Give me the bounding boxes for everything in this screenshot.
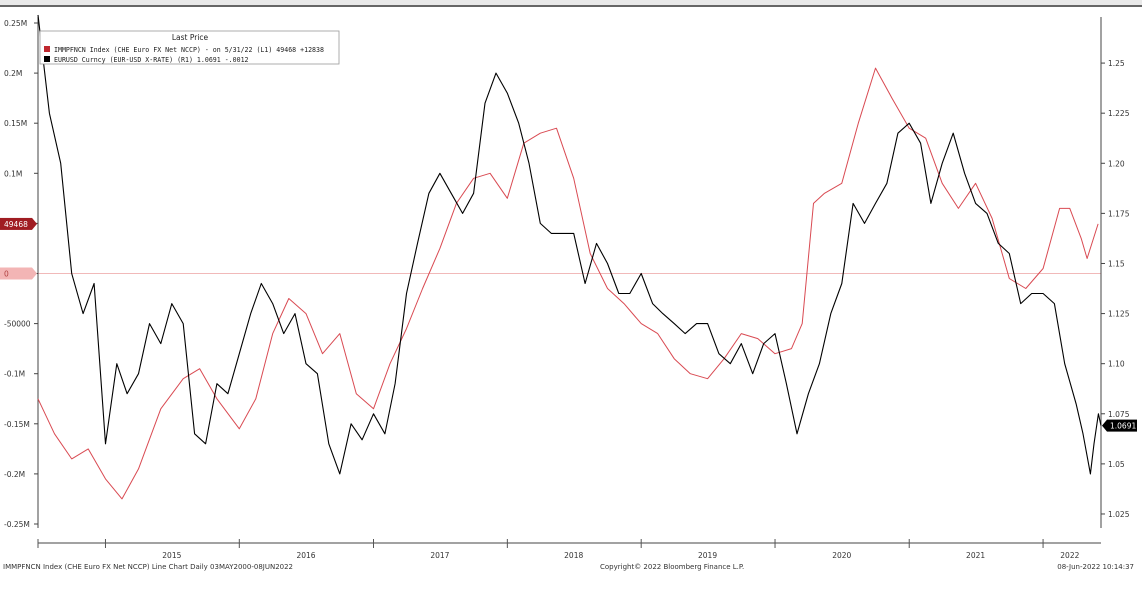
x-axis-tick-label: 2015 — [162, 551, 181, 560]
left-axis-tick-label: -50000 — [4, 320, 31, 329]
right-axis-tick-label: 1.25 — [1108, 59, 1125, 68]
right-value-label-text: 1.0691 — [1110, 422, 1136, 431]
left-value-label-pointer — [32, 267, 37, 280]
left-value-label-box — [0, 267, 32, 280]
right-axis-tick-label: 1.10 — [1108, 360, 1125, 369]
series-group — [37, 14, 1102, 500]
right-axis-tick-label: 1.075 — [1108, 410, 1130, 419]
footer-timestamp: 08-Jun-2022 10:14:37 — [1057, 563, 1134, 571]
left-axis-tick-label: 0.25M — [4, 19, 27, 28]
axes: 0.25M0.2M0.15M0.1M500000-50000-0.1M-0.15… — [4, 17, 1130, 560]
value-labels: 49468 0 1.0691 — [0, 217, 1137, 432]
right-axis-tick-label: 1.125 — [1108, 310, 1130, 319]
right-axis-tick-label: 1.225 — [1108, 109, 1130, 118]
left-value-label-text: 0 — [4, 270, 9, 279]
footer-copyright: Copyright© 2022 Bloomberg Finance L.P. — [600, 563, 745, 571]
left-axis-tick-label: 0.1M — [4, 169, 22, 178]
left-axis-tick-label: 0.15M — [4, 119, 27, 128]
x-axis-tick-label: 2020 — [832, 551, 851, 560]
right-axis-tick-label: 1.20 — [1108, 159, 1125, 168]
right-value-label-pointer — [1102, 419, 1107, 432]
legend-box — [39, 30, 340, 65]
legend-entry-text: IMMPFNCN Index (CHE Euro FX Net NCCP) - … — [54, 46, 324, 54]
left-axis-tick-label: -0.25M — [4, 520, 30, 529]
line-chart: 0.25M0.2M0.15M0.1M500000-50000-0.1M-0.15… — [0, 14, 1137, 560]
left-axis-tick-label: -0.1M — [4, 370, 25, 379]
x-axis-tick-label: 2021 — [966, 551, 985, 560]
right-axis-tick-label: 1.05 — [1108, 460, 1125, 469]
legend-swatch — [44, 46, 50, 52]
footer-chart-description: IMMPFNCN Index (CHE Euro FX Net NCCP) Li… — [3, 563, 294, 571]
x-axis-tick-label: 2016 — [296, 551, 315, 560]
right-axis-tick-label: 1.175 — [1108, 209, 1130, 218]
top-bar — [0, 0, 1142, 5]
legend-swatch — [44, 56, 50, 62]
legend: Last Price IMMPFNCN Index (CHE Euro FX Ne… — [39, 30, 340, 65]
x-axis-tick-label: 2022 — [1060, 551, 1079, 560]
left-value-label-pointer — [32, 217, 37, 230]
left-value-label-text: 49468 — [4, 220, 28, 229]
left-value-label-box — [0, 217, 32, 230]
series-line-immpfncn — [37, 67, 1099, 500]
x-axis-tick-label: 2017 — [430, 551, 449, 560]
legend-title: Last Price — [172, 33, 209, 42]
left-axis-tick-label: -0.15M — [4, 420, 30, 429]
top-divider — [0, 5, 1142, 7]
right-axis-tick-label: 1.025 — [1108, 510, 1130, 519]
left-axis-tick-label: -0.2M — [4, 470, 25, 479]
left-axis-tick-label: 0.2M — [4, 69, 22, 78]
right-value-label-box — [1107, 419, 1137, 432]
series-line-eurusd — [37, 14, 1102, 475]
legend-entry-text: EURUSD Curncy (EUR-USD X-RATE) (R1) 1.06… — [54, 56, 249, 64]
x-axis-tick-label: 2018 — [564, 551, 583, 560]
right-axis-tick-label: 1.15 — [1108, 259, 1125, 268]
x-axis-tick-label: 2019 — [698, 551, 717, 560]
